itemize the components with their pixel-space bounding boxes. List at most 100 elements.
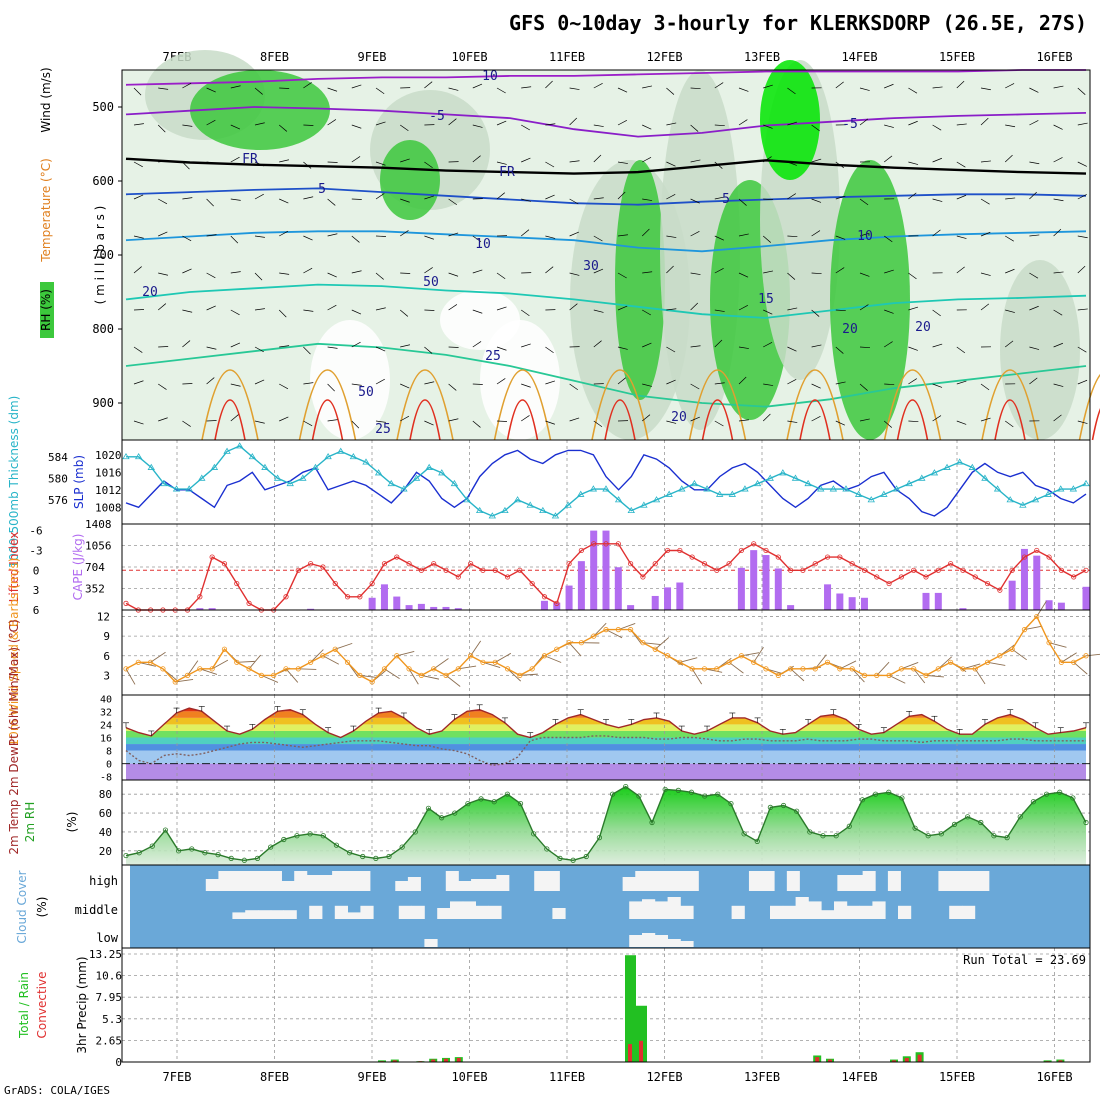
temp-tick-label: 8 (106, 747, 112, 758)
series-point (678, 485, 686, 492)
series-point (369, 580, 375, 587)
cape-bar (1008, 580, 1016, 610)
series-point (935, 567, 941, 573)
wind-tick-label: 12 (97, 611, 110, 624)
wind-barb (496, 420, 508, 422)
wind-barb (642, 198, 653, 201)
precip-total-bar (378, 1060, 386, 1062)
series-point (820, 833, 826, 839)
contour-label: 20 (915, 320, 931, 335)
series-point (817, 485, 825, 492)
wind-barb (925, 674, 944, 678)
series-point (1004, 835, 1010, 841)
series-point (874, 574, 880, 580)
cloud-background (130, 865, 1090, 948)
wind-barb (254, 272, 263, 281)
wind-barb (472, 83, 483, 89)
series-point (960, 567, 966, 573)
wind-barb (521, 86, 532, 89)
series-point (468, 561, 474, 567)
wind-barb (980, 303, 990, 311)
wind-barb (569, 272, 580, 276)
wind-barb (884, 124, 894, 128)
cloud-cell (862, 871, 876, 891)
wind-barb (666, 420, 677, 424)
wind-barb (327, 87, 338, 92)
series-point (406, 561, 412, 567)
wind-barb (327, 272, 337, 278)
wind-barb (839, 660, 857, 670)
slp-axis-label: SLP (mb) (72, 455, 86, 509)
series-point (149, 843, 155, 849)
wind-barb (206, 198, 214, 207)
wind-barb (254, 122, 265, 126)
series-point (728, 490, 737, 497)
wind-barb (424, 195, 435, 200)
wind-barb (351, 341, 361, 348)
wind-barb (448, 304, 458, 311)
wind-barb (521, 383, 531, 388)
li-tick-label: -6 (29, 525, 42, 538)
cape-bar (737, 567, 745, 610)
series-point (557, 855, 563, 861)
cape-bar (1057, 602, 1065, 610)
top-date-label: 8FEB (260, 50, 289, 64)
bottom-date-label: 13FEB (744, 1070, 780, 1084)
li-axis-label: Lifted Index (7, 532, 21, 603)
wind-barb (545, 194, 555, 200)
series-point (387, 479, 395, 487)
series-point (824, 659, 831, 665)
series-point (780, 802, 787, 809)
wind-barb (182, 268, 192, 274)
wind-barb (182, 124, 193, 127)
series-point (529, 666, 535, 672)
precip-tick-label: 10.6 (96, 970, 123, 983)
wind-barb (424, 381, 435, 385)
series-point (1071, 574, 1077, 580)
wind-barb (545, 346, 554, 354)
isotherm-line (125, 69, 1086, 86)
series-point (690, 479, 699, 487)
hot-contour (994, 399, 1026, 441)
series-point (923, 672, 929, 678)
wind-barb (763, 124, 773, 129)
cloud-cell (344, 871, 358, 891)
wind-barb (375, 161, 386, 166)
y-axis-unit: ( m i l l i b a r s ) (93, 206, 107, 305)
cloud-cell (859, 905, 873, 919)
cloud-cell (231, 871, 245, 891)
wind-barb (182, 383, 193, 385)
wind-barb (835, 309, 846, 312)
cloud-cell (685, 871, 699, 891)
wind-barb (279, 159, 290, 163)
series-line (125, 449, 1087, 517)
series-point (148, 659, 154, 665)
wind-barb (859, 232, 870, 237)
wind-barb (1024, 625, 1043, 631)
isotherm-line (125, 187, 1087, 206)
series-point (751, 541, 757, 547)
wind-barb (956, 161, 966, 168)
wind-barb (1005, 268, 1015, 274)
series-point (804, 479, 812, 487)
wind-barb (158, 417, 168, 422)
wind-barb (206, 420, 217, 422)
cloud-cell (205, 879, 219, 891)
hot-contour (799, 399, 831, 441)
series-point (281, 836, 287, 843)
series-point (662, 786, 668, 793)
wind-barb (908, 378, 917, 385)
cape-bar (836, 593, 844, 610)
wind-barb (230, 342, 241, 348)
series-point (492, 659, 498, 665)
precip-conv-bar (392, 1060, 397, 1062)
series-point (399, 844, 405, 850)
wind-barb (908, 120, 918, 126)
wind-barb (859, 304, 869, 311)
cape-bar (1033, 555, 1041, 610)
wind-barb (400, 198, 410, 203)
wind-barb (956, 380, 967, 385)
series-point (738, 653, 744, 659)
wind-barb (593, 197, 604, 200)
wind-barb (230, 198, 241, 201)
